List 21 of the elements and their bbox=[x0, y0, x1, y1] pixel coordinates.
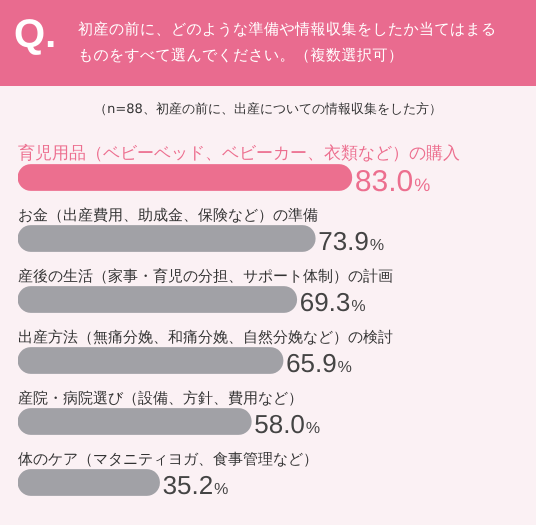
chart-title: 初産の前に、どのような準備や情報収集をしたか当てはまるものをすべて選んでください。（複数選択可） bbox=[78, 19, 498, 66]
data-label: 69.3% bbox=[300, 287, 366, 318]
y-tick-label: 育児用品（ベビーベッド、ベビーカー、衣類など）の購入 bbox=[18, 143, 460, 164]
bar bbox=[18, 164, 352, 191]
y-tick-label: 出産方法（無痛分娩、和痛分娩、自然分娩など）の検討 bbox=[18, 328, 393, 346]
y-tick-label: 産院・病院選び（設備、方針、費用など） bbox=[18, 388, 303, 407]
y-tick-label: 体のケア（マタニティヨガ、食事管理など） bbox=[18, 450, 318, 468]
data-label: 58.0% bbox=[254, 409, 320, 440]
bar bbox=[18, 347, 284, 374]
chart-subtitle: （n=88、初産の前に、出産についての情報収集をした方） bbox=[93, 101, 443, 118]
bar bbox=[18, 225, 316, 252]
bar bbox=[18, 286, 298, 313]
data-label: 35.2% bbox=[162, 470, 228, 500]
text: Q. bbox=[14, 12, 56, 57]
data-label: 83.0% bbox=[354, 165, 430, 198]
data-label: 73.9% bbox=[318, 226, 384, 256]
y-tick-label: 産後の生活（家事・育児の分担、サポート体制）の計画 bbox=[18, 266, 393, 285]
data-label: 65.9% bbox=[286, 348, 352, 378]
y-tick-label: お金（出産費用、助成金、保険など）の準備 bbox=[18, 206, 318, 224]
bar bbox=[18, 469, 160, 496]
bar bbox=[18, 408, 252, 435]
